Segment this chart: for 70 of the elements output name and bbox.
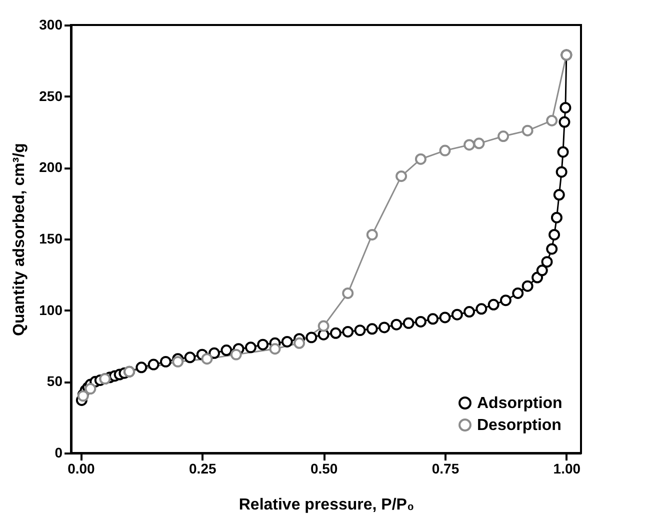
y-tick-label: 50	[46, 373, 63, 390]
x-tick-label: 0.00	[68, 460, 96, 476]
point	[366, 323, 378, 335]
point	[148, 358, 160, 370]
point	[536, 264, 548, 276]
point	[172, 356, 184, 368]
point	[342, 287, 354, 299]
point	[294, 337, 306, 349]
point	[269, 343, 281, 355]
point	[476, 303, 488, 315]
point	[390, 318, 402, 330]
point	[160, 356, 172, 368]
point	[553, 189, 565, 201]
x-axis-title: Relative pressure, P/P₀	[238, 496, 414, 514]
point	[473, 138, 485, 150]
point	[557, 146, 569, 158]
point	[439, 312, 451, 324]
point	[378, 322, 390, 334]
point	[244, 342, 256, 354]
point	[541, 256, 553, 268]
point	[136, 362, 148, 374]
point	[414, 153, 426, 165]
point	[522, 124, 534, 136]
x-tick-label: 0.25	[189, 460, 216, 476]
y-tick-label: 100	[39, 302, 63, 318]
point	[220, 344, 232, 356]
x-tick-label: 0.75	[432, 460, 460, 476]
point	[396, 170, 408, 182]
point	[330, 327, 342, 339]
y-tick-label: 150	[39, 230, 63, 246]
point	[464, 139, 476, 151]
point	[500, 294, 512, 306]
point	[560, 102, 572, 114]
y-tick-label: 300	[39, 16, 63, 32]
point	[427, 313, 439, 325]
point	[354, 324, 366, 336]
point	[512, 287, 524, 299]
point	[402, 317, 414, 329]
y-tick-label: 0	[54, 444, 63, 460]
x-tick-label: 1.00	[553, 460, 581, 476]
point	[451, 308, 463, 320]
point	[550, 212, 562, 224]
point	[556, 166, 568, 178]
point	[522, 280, 534, 292]
point	[306, 332, 318, 344]
point	[208, 347, 220, 359]
point	[464, 306, 476, 318]
point	[184, 352, 196, 364]
y-axis-title: Quantity adsorbed, cm³/g	[11, 143, 28, 336]
point	[201, 353, 213, 365]
point	[558, 116, 570, 128]
point	[414, 316, 426, 328]
point	[281, 336, 293, 348]
legend-label: Desorption	[477, 417, 562, 434]
point	[230, 348, 242, 360]
point	[546, 114, 558, 126]
point	[366, 228, 378, 240]
point	[318, 320, 330, 332]
point	[546, 243, 558, 255]
point	[342, 326, 354, 338]
point	[84, 383, 96, 395]
point	[439, 144, 451, 156]
point	[548, 228, 560, 240]
y-tick-label: 250	[39, 88, 63, 104]
point	[257, 338, 269, 350]
legend-label: Adsorption	[477, 395, 562, 412]
point	[498, 130, 510, 142]
point	[488, 298, 500, 310]
x-tick-label: 0.50	[310, 460, 338, 476]
y-tick-label: 200	[39, 159, 63, 176]
